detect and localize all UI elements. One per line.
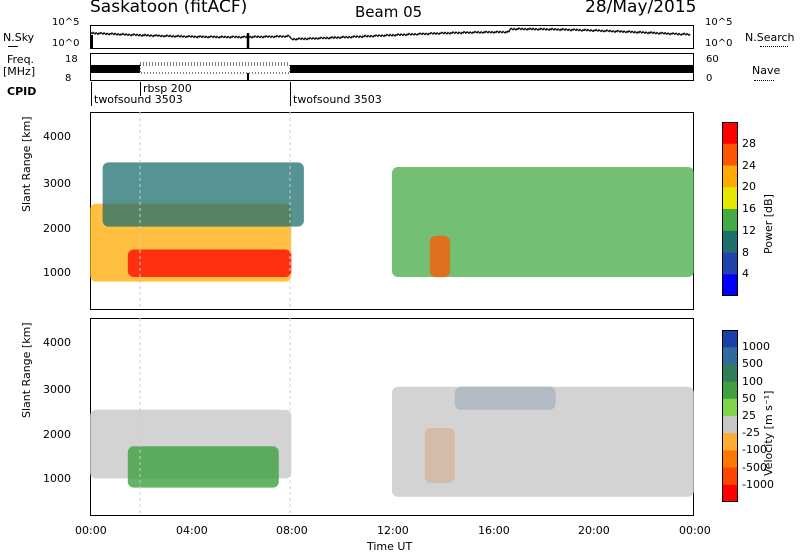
power-colorbar-tick: 12 [742,224,756,237]
nsearch-tick-high: 10^5 [705,17,733,28]
nsky-label: N.Sky [3,31,35,44]
x-tick-label: 16:00 [478,524,510,537]
power-heatmap [90,112,694,310]
nave-legend-line [754,80,774,81]
power-region-4 [429,235,450,278]
power-colorbar-tick: 16 [742,202,756,215]
velocity-ytick-1000: 1000 [43,472,71,485]
velocity-region-4 [392,386,694,497]
cpid-segment-3: twofsound 3503 [293,93,382,106]
power-region-3 [392,167,694,277]
velocity-ylabel: Slant Range [km] [20,322,33,418]
power-colorbar-label: Power [dB] [762,194,775,254]
nsky-panel [90,25,694,49]
freq-gap [139,64,291,74]
power-ylabel: Slant Range [km] [20,116,33,212]
power-colorbar-swatch-1 [722,143,738,167]
velocity-colorbar-swatch-8 [722,467,738,486]
velocity-heatmap [90,318,694,516]
power-ytick-3000: 3000 [43,177,71,190]
power-colorbar-swatch-0 [722,122,738,145]
x-tick-label: 04:00 [176,524,208,537]
velocity-colorbar-tick: 50 [742,392,756,405]
power-ytick-1000: 1000 [43,266,71,279]
nsky-frame [90,25,694,49]
x-tick-label: 00:00 [75,524,107,537]
power-region-1 [127,249,292,277]
velocity-colorbar-swatch-7 [722,450,738,469]
cpid-label: CPID [7,85,37,98]
velocity-colorbar-swatch-3 [722,381,738,400]
velocity-colorbar-swatch-1 [722,347,738,365]
power-colorbar-swatch-3 [722,187,738,210]
cpid-segment-1: twofsound 3503 [94,93,183,106]
nsearch-tick-low: 10^0 [705,38,733,49]
velocity-colorbar-swatch-0 [722,330,738,348]
velocity-colorbar-label: Velocity [m s⁻¹] [762,390,775,476]
power-colorbar-swatch-5 [722,230,738,254]
station-title: Saskatoon (fitACF) [90,0,248,17]
power-colorbar-tick: 4 [742,267,749,280]
nsearch-label: N.Search [745,31,795,44]
nsky-tick-low: 10^0 [52,38,80,49]
velocity-colorbar-tick: 500 [742,357,763,370]
velocity-colorbar-swatch-2 [722,364,738,383]
freq-panel [90,53,694,81]
velocity-colorbar-tick: 100 [742,375,763,388]
nsearch-legend-line [760,46,788,47]
velocity-colorbar-tick: -1000 [742,478,774,491]
freq-label-2: [MHz] [3,65,36,78]
velocity-ytick-2000: 2000 [43,428,71,441]
cpid-divider-2 [140,82,141,96]
power-colorbar-swatch-7 [722,274,738,296]
velocity-colorbar-frame [722,330,738,502]
cpid-divider-1 [91,82,92,106]
power-colorbar-swatch-6 [722,252,738,275]
beam-title: Beam 05 [355,3,423,21]
velocity-colorbar-tick: -500 [742,461,767,474]
freq-label-1: Freq. [7,53,35,66]
freq-tick-low: 8 [65,73,72,84]
freq-band [91,65,693,73]
velocity-colorbar-swatch-5 [722,416,738,434]
power-ytick-2000: 2000 [43,222,71,235]
velocity-colorbar [722,330,738,502]
velocity-colorbar-tick: 1000 [742,340,770,353]
cpid-segment-2: rbsp 200 [143,82,192,95]
power-colorbar-tick: 24 [742,159,756,172]
power-colorbar-tick: 20 [742,180,756,193]
velocity-colorbar-tick: -25 [742,426,760,439]
power-colorbar [722,122,738,296]
power-colorbar-swatch-2 [722,165,738,188]
velocity-colorbar-tick: 25 [742,409,756,422]
x-tick-label: 00:00 [679,524,711,537]
power-colorbar-frame [722,122,738,296]
cpid-divider-3 [290,82,291,106]
velocity-colorbar-swatch-9 [722,484,738,502]
velocity-ytick-4000: 4000 [43,336,71,349]
nsky-tick-high: 10^5 [52,17,80,28]
velocity-ytick-3000: 3000 [43,383,71,396]
power-colorbar-tick: 8 [742,246,749,259]
nsky-trace [90,27,691,41]
velocity-colorbar-swatch-4 [722,398,738,417]
nave-label: Nave [752,64,781,77]
x-axis-label: Time UT [367,540,413,553]
nsky-legend-line [8,46,18,47]
nave-tick-low: 0 [706,73,713,84]
velocity-region-1 [127,446,279,488]
power-colorbar-tick: 28 [742,137,756,150]
x-tick-label: 08:00 [276,524,308,537]
freq-tick-high: 18 [65,54,78,65]
x-tick-label: 12:00 [377,524,409,537]
power-ytick-4000: 4000 [43,130,71,143]
nave-tick-high: 60 [706,54,719,65]
date-title: 28/May/2015 [585,0,697,17]
power-colorbar-swatch-4 [722,209,738,232]
velocity-colorbar-tick: -100 [742,443,767,456]
power-region-2 [102,162,304,227]
velocity-colorbar-swatch-6 [722,433,738,451]
x-tick-label: 20:00 [578,524,610,537]
